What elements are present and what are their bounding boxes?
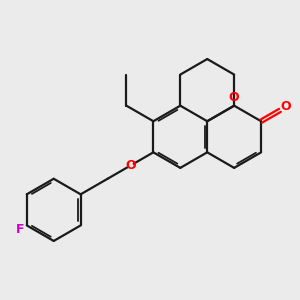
Text: O: O — [280, 100, 291, 113]
Text: O: O — [125, 159, 136, 172]
Text: F: F — [16, 223, 24, 236]
Text: O: O — [229, 91, 239, 104]
